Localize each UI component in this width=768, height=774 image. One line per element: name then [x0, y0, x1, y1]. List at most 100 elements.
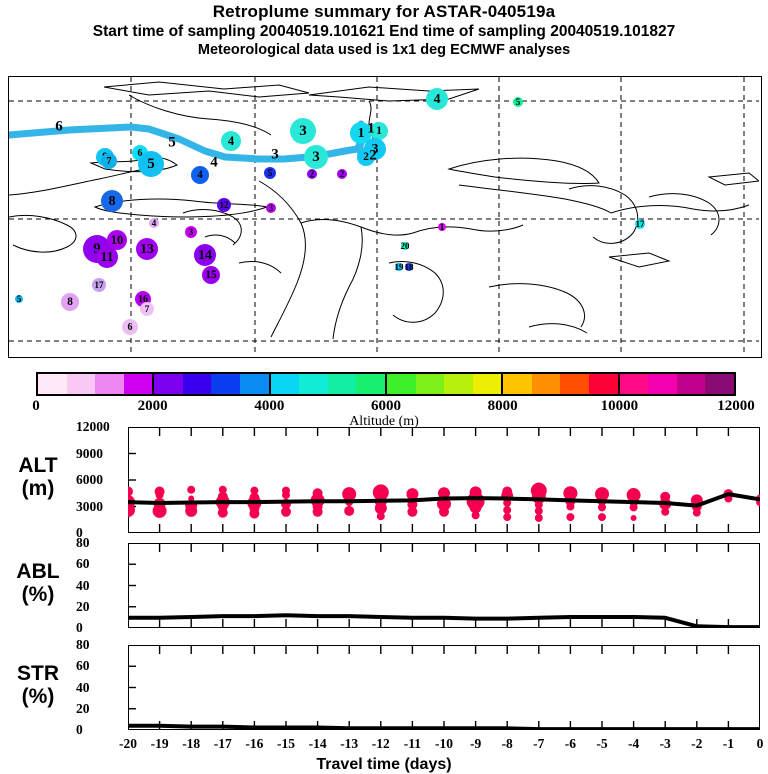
map-cluster-marker[interactable]: 10	[107, 230, 127, 250]
map-cluster-marker[interactable]: 12	[217, 198, 231, 212]
map-cluster-marker[interactable]: 2	[337, 169, 347, 179]
map-cluster-marker[interactable]: 13	[136, 238, 158, 260]
page-title: Retroplume summary for ASTAR-040519a	[212, 2, 556, 21]
map-cluster-marker[interactable]: 5	[264, 167, 276, 179]
map-cluster-marker[interactable]: 8	[61, 293, 79, 311]
colorbar-swatch	[472, 374, 502, 394]
map-cluster-marker[interactable]: 4	[191, 166, 209, 184]
map-cluster-marker[interactable]: 3	[266, 203, 276, 213]
x-tick-label: -11	[403, 736, 422, 751]
colorbar-swatch	[240, 374, 269, 394]
colorbar-divider	[384, 374, 387, 394]
map-cluster-marker[interactable]: 17	[635, 219, 645, 229]
scatter-point	[598, 503, 606, 512]
trajectory-day-label: 4	[210, 154, 218, 171]
y-tick-label: 80	[76, 637, 90, 652]
colorbar-swatch	[531, 374, 561, 394]
map-cluster-marker[interactable]: 11	[96, 246, 118, 268]
scatter-point	[598, 513, 606, 522]
trajectory-day-label: 6	[55, 118, 63, 135]
x-tick-label: -5	[596, 736, 608, 751]
coastline	[458, 184, 612, 214]
colorbar-divider	[501, 374, 504, 394]
colorbar-divider	[617, 374, 620, 394]
map-cluster-marker[interactable]: 5	[15, 294, 23, 304]
y-tick-label: 3000	[76, 498, 103, 514]
map-cluster-marker[interactable]: 5	[138, 151, 164, 177]
y-tick-label: 20	[76, 700, 90, 716]
scatter-point	[630, 514, 637, 521]
map-cluster-marker[interactable]: 6	[122, 319, 138, 335]
trajectory-day-label: 3	[271, 146, 279, 163]
map-cluster-marker[interactable]: 1	[370, 122, 388, 140]
x-tick-label: -2	[691, 736, 703, 751]
map-cluster-marker[interactable]: 18	[404, 262, 414, 272]
map-cluster-marker[interactable]: 1	[438, 222, 446, 232]
x-tick-label: -12	[371, 736, 390, 751]
colorbar-divider	[152, 374, 155, 394]
coastline	[103, 81, 310, 98]
map-cluster-marker[interactable]: 17	[92, 278, 106, 292]
colorbar-label: Altitude (m)	[349, 414, 419, 429]
map-cluster-marker[interactable]: 14	[194, 244, 216, 266]
colorbar-swatch	[444, 374, 473, 394]
colorbar-tick-label: 12000	[717, 398, 755, 414]
map-cluster-marker[interactable]: 7	[140, 302, 154, 316]
x-tick-label: -10	[435, 736, 453, 751]
panel-name: STR	[17, 661, 59, 685]
y-tick-label: 80	[76, 535, 90, 550]
map-cluster-marker[interactable]: 8	[101, 190, 123, 212]
map-cluster-marker[interactable]: 7	[101, 153, 117, 169]
trajectory-day-label: 2	[369, 147, 377, 164]
map-cluster-marker[interactable]: 19	[394, 262, 404, 272]
colorbar-swatch	[95, 374, 124, 394]
scatter-point	[595, 487, 609, 502]
colorbar-swatch	[676, 374, 706, 394]
colorbar-swatch	[327, 374, 357, 394]
x-tick-label: -3	[659, 736, 671, 751]
map-cluster-marker[interactable]: 15	[202, 266, 220, 284]
map-cluster-marker[interactable]: 4	[221, 131, 241, 151]
x-tick-label: -13	[340, 736, 359, 751]
retroplume-map[interactable]: 4534113329765458122231349101113141517816…	[8, 76, 762, 358]
map-cluster-marker[interactable]: 4	[149, 218, 159, 228]
x-tick-label: -4	[627, 736, 640, 751]
scatter-point	[155, 491, 164, 500]
coastline	[300, 219, 414, 236]
coastline	[447, 157, 600, 185]
y-tick-label: 20	[76, 598, 90, 614]
scatter-point	[218, 485, 227, 494]
map-cluster-marker[interactable]: 3	[185, 226, 197, 238]
x-tick-label: 0	[756, 736, 764, 751]
map-cluster-marker[interactable]: 2	[307, 169, 317, 179]
y-tick-label: 0	[76, 525, 83, 540]
colorbar-swatch	[705, 374, 734, 394]
x-tick-label: -17	[213, 736, 232, 751]
colorbar-swatch	[386, 374, 416, 394]
map-cluster-marker[interactable]: 2	[357, 148, 375, 166]
map-cluster-marker[interactable]: 5	[513, 97, 523, 107]
scatter-point	[469, 501, 482, 514]
map-cluster-marker[interactable]: 4	[426, 88, 448, 110]
map-cluster-marker[interactable]: 1	[350, 122, 372, 144]
panel-plot-alt	[128, 427, 760, 533]
coastline	[9, 214, 77, 253]
y-tick-label: 9000	[76, 445, 103, 461]
colorbar-tick-label: 0	[32, 398, 40, 414]
scatter-point	[372, 484, 389, 501]
page-header: Retroplume summary for ASTAR-040519a Sta…	[0, 0, 768, 59]
y-tick-label: 12000	[76, 419, 110, 434]
map-cluster-marker[interactable]: 20	[400, 241, 410, 251]
y-tick-label: 0	[76, 722, 83, 737]
y-tick-label: 60	[76, 556, 90, 572]
panel-label-abl: ABL (%)	[0, 560, 76, 606]
map-cluster-marker[interactable]: 3	[290, 118, 316, 144]
coastline	[412, 224, 524, 234]
colorbar-gradient	[36, 372, 736, 396]
mean-line	[128, 723, 760, 730]
scatter-point	[629, 503, 638, 512]
scatter-point	[503, 513, 512, 522]
scatter-point	[692, 508, 701, 517]
map-cluster-marker[interactable]: 3	[304, 145, 328, 169]
sampling-times: Start time of sampling 20040519.101621 E…	[92, 23, 676, 40]
